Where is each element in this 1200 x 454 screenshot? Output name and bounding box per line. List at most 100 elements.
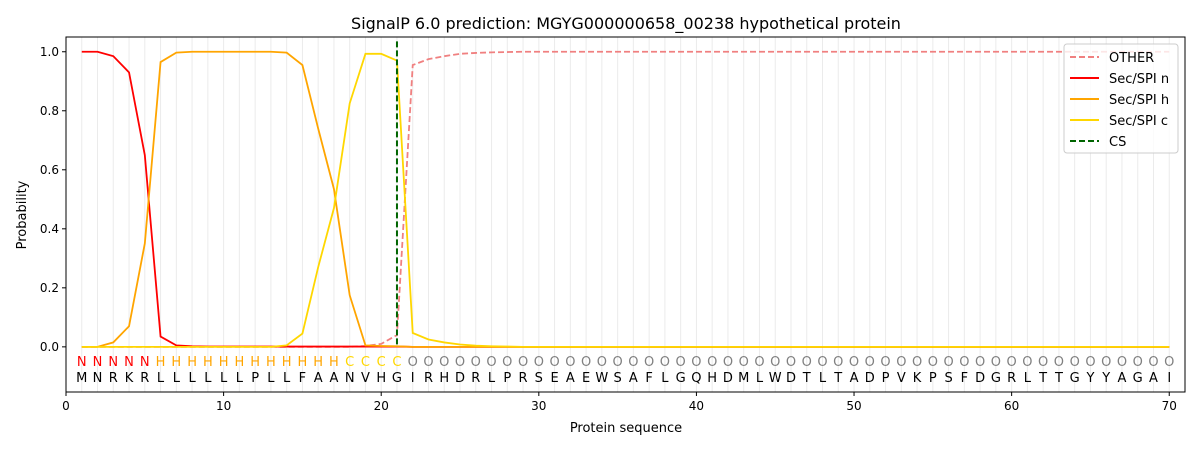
region-label: O [802, 355, 812, 370]
region-label: O [770, 355, 780, 370]
region-label: O [928, 355, 938, 370]
region-label: O [1117, 355, 1127, 370]
region-label: H [282, 355, 292, 370]
series-line-other [81, 50, 1170, 348]
x-axis-ticks: 0 10 20 30 40 50 60 70 [62, 392, 1177, 413]
x-axis-label: Protein sequence [570, 421, 682, 436]
series-lines [81, 41, 1170, 348]
region-label: O [691, 355, 701, 370]
chart-title: SignalP 6.0 prediction: MGYG000000658_00… [351, 14, 901, 34]
region-label: O [1070, 355, 1080, 370]
region-label: O [455, 355, 465, 370]
y-tick-label: 0.0 [40, 340, 59, 354]
legend-box [1063, 43, 1179, 154]
region-label: C [392, 355, 401, 370]
region-label: H [187, 355, 197, 370]
x-tick-label: 10 [216, 399, 231, 413]
x-tick-label: 20 [374, 399, 389, 413]
region-label: N [140, 355, 150, 370]
region-label: O [565, 355, 575, 370]
region-label: H [234, 355, 244, 370]
y-tick-label: 0.2 [40, 281, 59, 295]
legend-entry: CS [1109, 135, 1126, 150]
region-label: C [377, 355, 386, 370]
region-label: O [1133, 355, 1143, 370]
region-label: O [723, 355, 733, 370]
region-label: O [833, 355, 843, 370]
y-tick-label: 0.4 [40, 222, 59, 236]
region-label: O [959, 355, 969, 370]
region-label: O [849, 355, 859, 370]
region-label: O [613, 355, 623, 370]
region-label: H [329, 355, 339, 370]
region-label: O [471, 355, 481, 370]
region-label: O [423, 355, 433, 370]
region-label: H [313, 355, 323, 370]
region-label: O [534, 355, 544, 370]
region-label: H [156, 355, 166, 370]
region-label: H [171, 355, 181, 370]
y-tick-label: 0.8 [40, 104, 59, 118]
x-tick-label: 70 [1162, 399, 1177, 413]
x-tick-label: 40 [689, 399, 704, 413]
y-axis-label: Probability [15, 180, 30, 249]
sequence-row: MNRKRLLLLLLPLLFAANVHGIRHDRLPRSEAEWSAFLGQ… [76, 371, 1171, 386]
region-label: O [817, 355, 827, 370]
region-label: H [298, 355, 308, 370]
region-label: O [518, 355, 528, 370]
region-label: O [1164, 355, 1174, 370]
region-label: N [93, 355, 103, 370]
x-tick-label: 30 [531, 399, 546, 413]
y-tick-label: 1.0 [40, 45, 59, 59]
region-label: O [1007, 355, 1017, 370]
region-label: O [1022, 355, 1032, 370]
region-label: O [549, 355, 559, 370]
vertical-grid [81, 37, 1170, 392]
x-tick-label: 60 [1004, 399, 1019, 413]
region-label: H [250, 355, 260, 370]
region-label: H [203, 355, 213, 370]
region-label: O [1148, 355, 1158, 370]
legend-entry: Sec/SPI n [1109, 72, 1169, 87]
region-label: H [266, 355, 276, 370]
legend-entry: Sec/SPI c [1109, 114, 1168, 129]
region-label: O [644, 355, 654, 370]
region-label: O [943, 355, 953, 370]
region-label: O [754, 355, 764, 370]
region-label: C [361, 355, 370, 370]
region-label: H [219, 355, 229, 370]
region-label: O [1085, 355, 1095, 370]
region-label: O [912, 355, 922, 370]
region-label: C [345, 355, 354, 370]
region-label: O [896, 355, 906, 370]
region-label: O [1101, 355, 1111, 370]
x-tick-label: 50 [846, 399, 861, 413]
series-line-sec-spi-h [81, 50, 1170, 348]
region-label: O [408, 355, 418, 370]
y-tick-label: 0.6 [40, 163, 59, 177]
region-label: O [597, 355, 607, 370]
region-label: O [676, 355, 686, 370]
region-label: O [1054, 355, 1064, 370]
region-label: O [502, 355, 512, 370]
x-tick-label: 0 [62, 399, 70, 413]
region-label: O [1038, 355, 1048, 370]
region-label: O [486, 355, 496, 370]
region-label: O [865, 355, 875, 370]
region-label: O [786, 355, 796, 370]
region-label: O [439, 355, 449, 370]
legend: OTHER Sec/SPI n Sec/SPI h Sec/SPI c CS [1063, 43, 1179, 154]
series-line-sec-spi-c [81, 52, 1170, 348]
region-label: O [660, 355, 670, 370]
plot-frame [65, 36, 1186, 393]
region-label: O [975, 355, 985, 370]
region-label: N [124, 355, 134, 370]
region-label: O [581, 355, 591, 370]
legend-entry: OTHER [1109, 51, 1154, 66]
region-label: N [77, 355, 87, 370]
region-label: O [628, 355, 638, 370]
region-label: O [707, 355, 717, 370]
series-line-sec-spi-n [81, 50, 1170, 348]
